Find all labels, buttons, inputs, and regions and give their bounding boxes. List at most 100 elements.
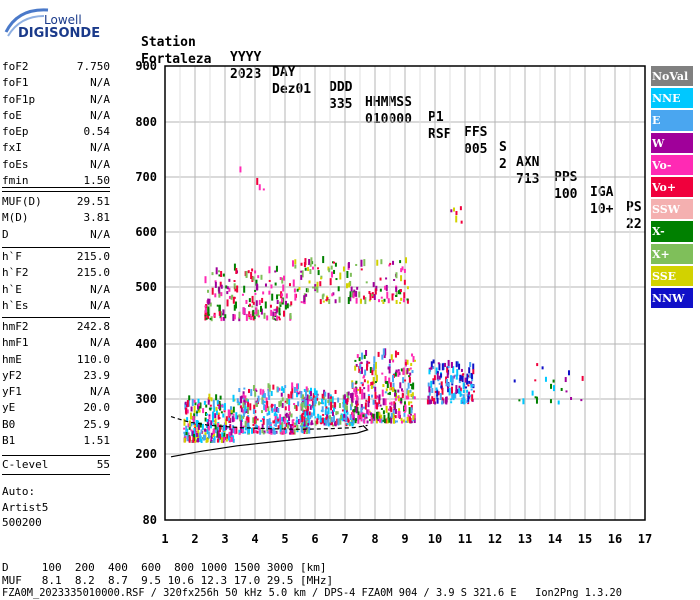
echo-point: [281, 416, 284, 421]
echo-point: [394, 415, 397, 419]
echo-point: [455, 374, 458, 380]
auto-version: 500200: [2, 516, 42, 529]
echo-point: [580, 399, 583, 402]
echo-point: [345, 283, 348, 289]
echo-point: [287, 423, 290, 429]
echo-point: [306, 419, 309, 422]
echo-point: [289, 304, 292, 307]
echo-point: [197, 427, 200, 435]
echo-point: [222, 273, 225, 277]
echo-point: [260, 274, 263, 280]
divider: [2, 317, 110, 318]
echo-point: [300, 262, 303, 266]
echo-point: [303, 388, 306, 392]
echo-point: [393, 404, 396, 411]
echo-point: [212, 435, 215, 438]
echo-point: [413, 413, 416, 419]
echo-point: [218, 291, 221, 298]
echo-point: [411, 384, 414, 390]
echo-point: [186, 409, 189, 414]
echo-point: [243, 396, 246, 400]
echo-point: [278, 318, 281, 321]
echo-point: [304, 418, 307, 421]
echo-point: [228, 433, 231, 441]
echo-point: [294, 264, 297, 269]
echo-point: [239, 415, 242, 422]
echo-point: [302, 394, 305, 399]
echo-point: [314, 420, 317, 426]
echo-point: [410, 421, 413, 424]
echo-point: [188, 435, 191, 443]
echo-point: [403, 401, 406, 407]
echo-point: [288, 424, 291, 427]
echo-point: [279, 424, 282, 432]
divider: [2, 187, 110, 189]
echo-point: [428, 386, 431, 393]
echo-point: [362, 295, 365, 300]
echo-point: [212, 428, 215, 434]
echo-point: [522, 398, 525, 405]
echo-point: [263, 312, 266, 319]
echo-point: [266, 431, 269, 434]
legend-item-sse: SSE: [651, 265, 693, 288]
echo-point: [301, 400, 304, 403]
echo-point: [276, 299, 279, 304]
echo-point: [534, 379, 537, 382]
echo-point: [330, 405, 333, 411]
echo-point: [247, 417, 250, 424]
echo-point: [325, 419, 328, 426]
echo-point: [244, 431, 247, 434]
echo-point: [403, 412, 406, 417]
echo-point: [321, 406, 324, 413]
echo-point: [205, 437, 208, 443]
echo-point: [322, 402, 325, 405]
echo-point: [333, 269, 336, 274]
echo-point: [284, 431, 287, 434]
echo-point: [219, 395, 222, 400]
echo-point: [432, 359, 435, 364]
echo-point: [304, 267, 307, 271]
echo-point: [402, 298, 405, 303]
echo-point: [292, 432, 295, 435]
echo-point: [271, 316, 274, 320]
echo-point: [256, 177, 259, 185]
echo-point: [536, 363, 539, 367]
echo-point: [255, 389, 258, 392]
echo-point: [285, 428, 288, 434]
echo-point: [295, 392, 298, 398]
echo-point: [243, 285, 246, 293]
y-tick-label: 200: [135, 447, 157, 461]
echo-point: [194, 431, 197, 439]
echo-point: [249, 403, 252, 411]
param-name: foF1: [2, 76, 29, 90]
echo-point: [361, 383, 364, 386]
echo-point: [450, 375, 453, 383]
echo-point: [467, 384, 470, 387]
echo-point: [346, 423, 349, 426]
echo-point: [564, 377, 567, 383]
echo-point: [306, 425, 309, 431]
echo-point: [388, 377, 391, 384]
echo-point: [320, 277, 323, 280]
echo-point: [426, 399, 429, 405]
x-tick-label: 16: [608, 532, 622, 546]
logo-arc-icon: [4, 8, 49, 37]
echo-point: [250, 316, 253, 321]
param-row: h`Es N/A: [2, 299, 110, 315]
echo-point: [408, 407, 411, 415]
echo-point: [324, 408, 327, 411]
echo-point: [208, 416, 211, 420]
chart-points: [183, 166, 584, 443]
echo-point: [385, 405, 388, 413]
echo-point: [450, 361, 453, 368]
echo-point: [281, 298, 284, 303]
echo-point: [437, 379, 440, 382]
echo-point: [355, 387, 358, 395]
header-label-day: DAY: [272, 65, 296, 80]
echo-point: [206, 289, 209, 293]
echo-point: [466, 373, 469, 379]
header-label-time: HHMMSS: [365, 95, 412, 110]
echo-point: [317, 267, 320, 270]
echo-point: [307, 267, 310, 272]
echo-point: [240, 427, 243, 434]
